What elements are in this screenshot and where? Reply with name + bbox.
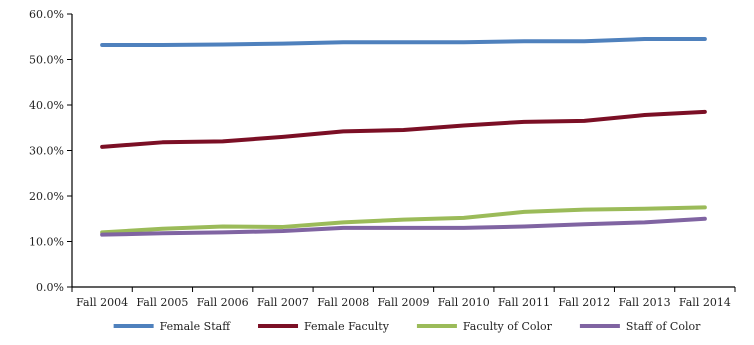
x-tick-label: Fall 2012: [558, 296, 610, 309]
x-tick-label: Fall 2005: [136, 296, 188, 309]
x-tick-label: Fall 2013: [619, 296, 671, 309]
series-line-female-faculty: [102, 112, 705, 147]
legend-item-female-staff: Female Staff: [114, 320, 232, 333]
x-tick-label: Fall 2004: [76, 296, 128, 309]
series-lines: [102, 39, 705, 235]
y-tick-label: 10.0%: [29, 236, 64, 249]
legend-item-faculty-of-color: Faculty of Color: [417, 320, 553, 333]
y-axis-ticks: 0.0% 10.0% 20.0% 30.0% 40.0% 50.0% 60.0%: [29, 8, 72, 294]
legend-item-staff-of-color: Staff of Color: [580, 320, 701, 333]
y-tick-label: 50.0%: [29, 54, 64, 67]
x-tick-label: Fall 2008: [317, 296, 369, 309]
y-tick-label: 30.0%: [29, 145, 64, 158]
x-tick-label: Fall 2014: [679, 296, 731, 309]
x-tick-label: Fall 2011: [498, 296, 550, 309]
x-axis-ticks: Fall 2004 Fall 2005 Fall 2006 Fall 2007 Fall…: [72, 287, 735, 309]
legend-label: Female Faculty: [304, 320, 390, 333]
x-tick-label: Fall 2009: [378, 296, 430, 309]
y-tick-label: 40.0%: [29, 99, 64, 112]
y-tick-label: 20.0%: [29, 190, 64, 203]
legend-label: Faculty of Color: [463, 320, 553, 333]
legend-label: Female Staff: [160, 320, 232, 333]
legend-label: Staff of Color: [626, 320, 701, 333]
legend: Female Staff Female Faculty Faculty of Col…: [114, 320, 701, 333]
y-tick-label: 0.0%: [36, 281, 64, 294]
x-tick-label: Fall 2006: [197, 296, 249, 309]
x-tick-label: Fall 2007: [257, 296, 309, 309]
series-line-female-staff: [102, 39, 705, 45]
x-tick-label: Fall 2010: [438, 296, 490, 309]
axes: [72, 14, 735, 287]
y-tick-label: 60.0%: [29, 8, 64, 21]
legend-item-female-faculty: Female Faculty: [258, 320, 390, 333]
